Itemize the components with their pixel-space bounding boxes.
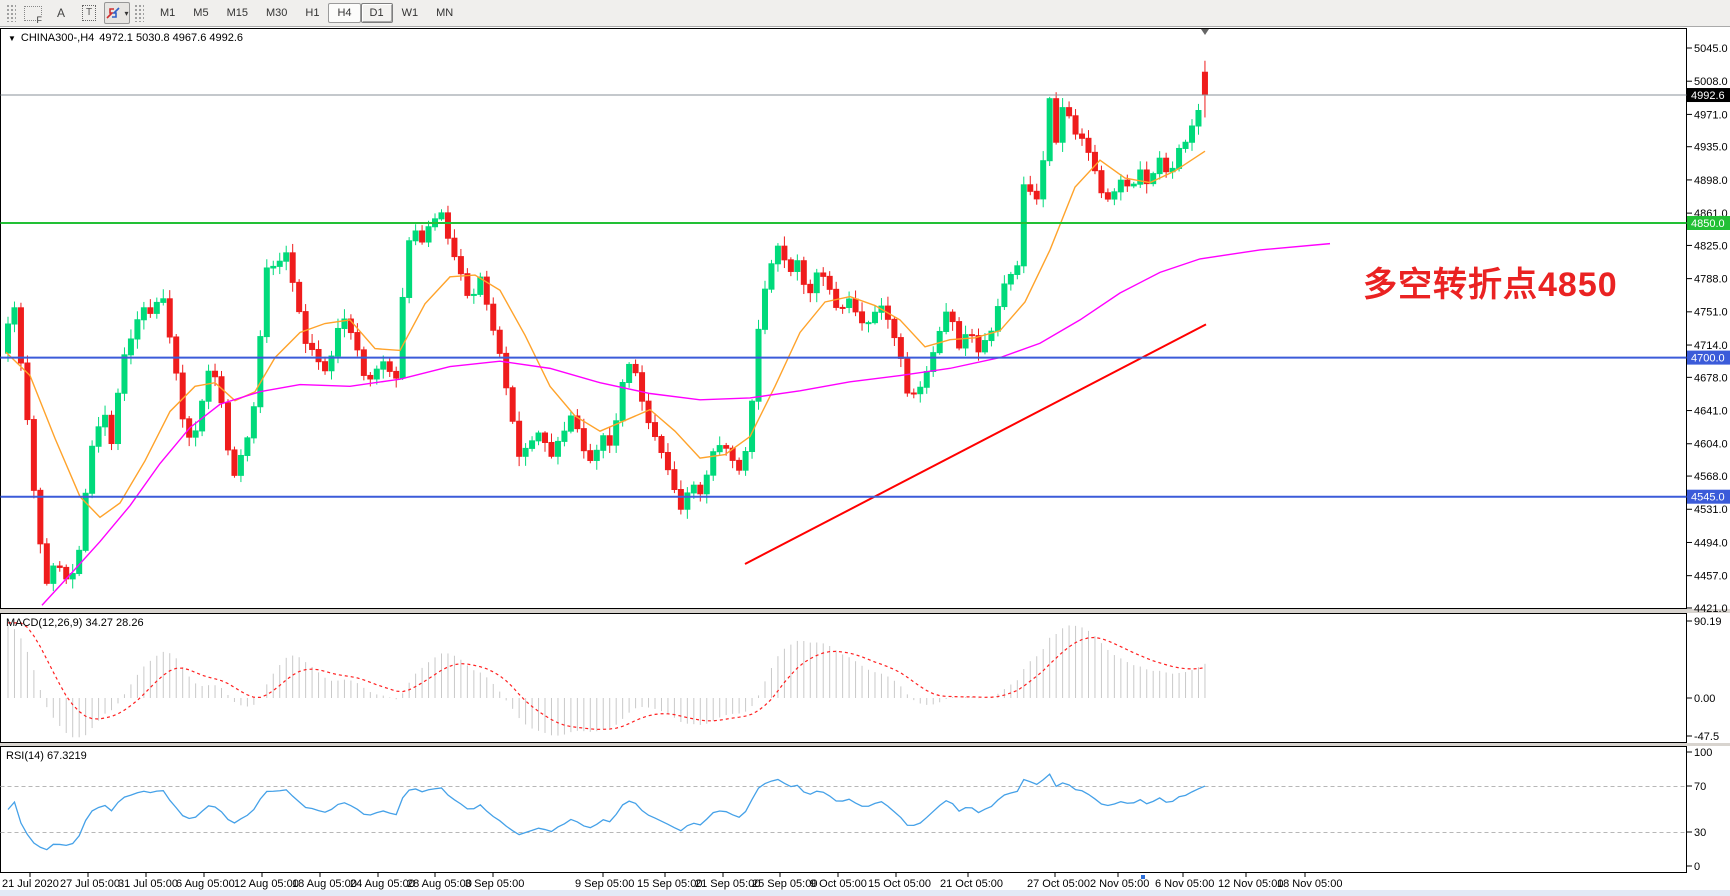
svg-text:6 Aug 05:00: 6 Aug 05:00 [176, 878, 235, 890]
svg-text:2 Nov 05:00: 2 Nov 05:00 [1090, 878, 1149, 890]
svg-text:-47.5: -47.5 [1694, 731, 1719, 743]
fibonacci-tool-button[interactable]: F [20, 2, 46, 25]
svg-text:4971.0: 4971.0 [1694, 109, 1728, 121]
chart-title: ▼ CHINA300-,H4 4972.1 5030.8 4967.6 4992… [8, 32, 243, 44]
rsi-layer [0, 773, 1687, 851]
svg-text:4751.0: 4751.0 [1694, 307, 1728, 319]
timeframe-h4[interactable]: H4 [328, 3, 361, 23]
svg-text:25 Sep 05:00: 25 Sep 05:00 [752, 878, 817, 890]
toolbar-grip[interactable] [6, 4, 16, 22]
chart-shift-marker [1201, 29, 1209, 35]
svg-text:27 Oct 05:00: 27 Oct 05:00 [1027, 878, 1090, 890]
object-anchor-dot [1141, 875, 1145, 879]
svg-text:15 Oct 05:00: 15 Oct 05:00 [868, 878, 931, 890]
arrows-tool-dropdown-button[interactable]: ▾ [104, 2, 130, 24]
svg-text:0: 0 [1694, 861, 1700, 873]
text-box-tool-button[interactable]: T [76, 2, 102, 24]
text-label-tool-button[interactable]: A [48, 2, 74, 24]
svg-text:4641.0: 4641.0 [1694, 405, 1728, 417]
svg-text:4531.0: 4531.0 [1694, 504, 1728, 516]
panel-backgrounds [0, 28, 1730, 873]
svg-text:15 Sep 05:00: 15 Sep 05:00 [637, 878, 702, 890]
svg-text:18 Aug 05:00: 18 Aug 05:00 [292, 878, 357, 890]
chevron-down-icon: ▾ [124, 8, 129, 18]
rsi-axis: 100 70 30 0 [1687, 747, 1712, 873]
symbol-dropdown-icon[interactable]: ▼ [8, 33, 16, 43]
svg-text:4935.0: 4935.0 [1694, 142, 1728, 154]
text-label-icon: A [56, 6, 65, 20]
svg-text:12 Aug 05:00: 12 Aug 05:00 [234, 878, 299, 890]
svg-text:4494.0: 4494.0 [1694, 537, 1728, 549]
timeframe-group: M1 M5 M15 M30 H1 H4 D1 W1 MN [151, 3, 462, 23]
svg-text:31 Jul 05:00: 31 Jul 05:00 [118, 878, 178, 890]
trend-line [744, 323, 1207, 565]
ohlc-values: 4972.1 5030.8 4967.6 4992.6 [99, 32, 244, 44]
svg-text:4898.0: 4898.0 [1694, 175, 1728, 187]
svg-text:3 Sep 05:00: 3 Sep 05:00 [465, 878, 524, 890]
timeframe-m30[interactable]: M30 [265, 7, 288, 19]
svg-text:9 Oct 05:00: 9 Oct 05:00 [810, 878, 867, 890]
arrows-icon [106, 7, 121, 19]
symbol-period-label: CHINA300-,H4 [20, 32, 95, 44]
price-axis[interactable]: 5045.05008.04971.04935.04898.04861.04825… [1687, 43, 1730, 615]
svg-text:4992.6: 4992.6 [1691, 90, 1725, 102]
svg-text:21 Sep 05:00: 21 Sep 05:00 [695, 878, 760, 890]
svg-text:0.00: 0.00 [1694, 693, 1715, 705]
svg-text:21 Oct 05:00: 21 Oct 05:00 [940, 878, 1003, 890]
timeframe-m1[interactable]: M1 [160, 7, 176, 19]
svg-text:5008.0: 5008.0 [1694, 76, 1728, 88]
candles-layer [5, 60, 1208, 592]
svg-text:4714.0: 4714.0 [1694, 340, 1728, 352]
svg-text:4568.0: 4568.0 [1694, 471, 1728, 483]
svg-text:90.19: 90.19 [1694, 616, 1722, 628]
timeframe-m5[interactable]: M5 [193, 7, 209, 19]
timeframe-m15[interactable]: M15 [226, 7, 248, 19]
svg-text:4678.0: 4678.0 [1694, 372, 1728, 384]
toolbar-separator [134, 4, 144, 22]
macd-indicator-label: MACD(12,26,9) 34.27 28.26 [6, 617, 144, 629]
timeframe-mn[interactable]: MN [436, 7, 454, 19]
svg-text:6 Nov 05:00: 6 Nov 05:00 [1155, 878, 1214, 890]
svg-text:30: 30 [1694, 827, 1706, 839]
svg-text:70: 70 [1694, 781, 1706, 793]
svg-text:4850.0: 4850.0 [1691, 218, 1725, 230]
svg-text:4604.0: 4604.0 [1694, 439, 1728, 451]
timeframe-d1[interactable]: D1 [360, 3, 393, 23]
macd-axis: 90.19 0.00 -47.5 [1687, 616, 1722, 743]
svg-text:9 Sep 05:00: 9 Sep 05:00 [575, 878, 634, 890]
timeframe-w1[interactable]: W1 [401, 7, 419, 19]
svg-text:100: 100 [1694, 747, 1712, 759]
svg-text:5045.0: 5045.0 [1694, 43, 1728, 55]
svg-text:4457.0: 4457.0 [1694, 571, 1728, 583]
timeframe-h1[interactable]: H1 [305, 7, 320, 19]
level-lines [0, 94, 1687, 498]
svg-text:24 Aug 05:00: 24 Aug 05:00 [350, 878, 415, 890]
svg-text:4788.0: 4788.0 [1694, 274, 1728, 286]
svg-text:4421.0: 4421.0 [1694, 603, 1728, 615]
fibonacci-icon: F [24, 5, 43, 25]
overlays-layer [5, 150, 1331, 606]
rsi-indicator-label: RSI(14) 67.3219 [6, 750, 87, 762]
svg-text:12 Nov 05:00: 12 Nov 05:00 [1218, 878, 1283, 890]
toolbar: F A T ▾ M1 M5 M15 M30 H1 H4 D1 W1 MN [0, 0, 1730, 27]
svg-text:4825.0: 4825.0 [1694, 240, 1728, 252]
svg-text:18 Nov 05:00: 18 Nov 05:00 [1277, 878, 1342, 890]
text-box-icon: T [81, 5, 97, 21]
bottom-strip [0, 890, 1730, 896]
macd-layer [7, 622, 1206, 738]
price-annotation-text: 多空转折点4850 [1363, 266, 1618, 304]
svg-text:4700.0: 4700.0 [1691, 353, 1725, 365]
svg-text:27 Jul 05:00: 27 Jul 05:00 [60, 878, 120, 890]
svg-text:28 Aug 05:00: 28 Aug 05:00 [407, 878, 472, 890]
svg-text:21 Jul 2020: 21 Jul 2020 [2, 878, 59, 890]
svg-text:4545.0: 4545.0 [1691, 492, 1725, 504]
